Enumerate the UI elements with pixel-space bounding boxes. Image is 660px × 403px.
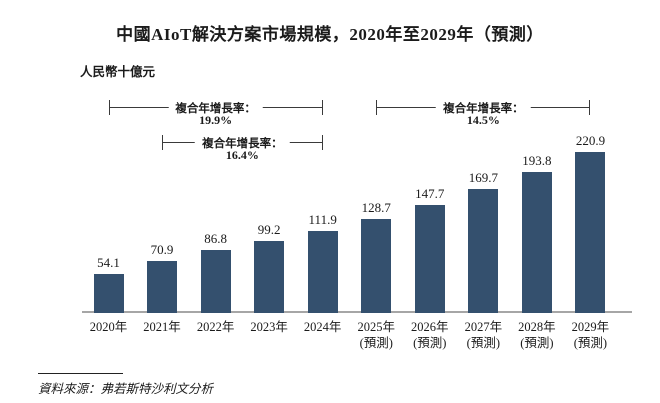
- bar-value-label: 111.9: [308, 212, 337, 227]
- x-tick-label: 2024年: [303, 320, 342, 334]
- x-tick-label: 2020年: [89, 320, 128, 334]
- source-note: 資料來源：弗若斯特沙利文分析: [38, 382, 214, 396]
- bar: [414, 205, 445, 313]
- x-tick-label: 2021年: [143, 320, 181, 334]
- x-tick-label: 2025年 (預測): [357, 320, 395, 351]
- cagr-label: 複合年增長率：: [168, 99, 263, 116]
- bar-value-label: 99.2: [257, 222, 281, 237]
- bracket-tick: [589, 100, 591, 115]
- bar: [521, 172, 552, 313]
- bar-value-label: 54.1: [97, 255, 120, 270]
- cagr-label: 複合年增長率：: [436, 99, 531, 116]
- cagr-bracket: 複合年增長率： 14.5%: [376, 99, 591, 127]
- bracket-tick: [321, 100, 323, 115]
- x-tick-label: 2027年 (預測): [464, 320, 503, 351]
- cagr-bracket: 複合年增長率： 19.9%: [108, 99, 323, 127]
- cagr-label: 複合年增長率：: [195, 134, 290, 151]
- bar-value-label: 86.8: [204, 231, 227, 246]
- cagr-bracket: 複合年增長率： 16.4%: [162, 134, 323, 162]
- bar-value-label: 193.8: [522, 153, 552, 168]
- cagr-value: 16.4%: [225, 148, 259, 162]
- bracket-tick: [108, 100, 110, 115]
- bar-value-label: 70.9: [150, 242, 174, 257]
- x-tick-label: 2023年: [250, 320, 288, 334]
- bracket-tick: [162, 135, 164, 150]
- cagr-value: 19.9%: [199, 113, 233, 127]
- bar: [200, 250, 231, 313]
- source-divider: [38, 373, 123, 374]
- bar-value-label: 169.7: [468, 170, 498, 185]
- bar: [575, 152, 606, 313]
- x-tick-label: 2028年 (預測): [518, 320, 556, 351]
- bar-value-label: 128.7: [361, 200, 391, 215]
- unit-label: 人民幣十億元: [80, 65, 156, 79]
- bar: [254, 241, 285, 313]
- bracket-tick: [321, 135, 323, 150]
- bar: [147, 261, 178, 313]
- bar: [468, 189, 499, 313]
- bar: [307, 231, 338, 313]
- bar-value-label: 220.9: [575, 133, 606, 148]
- bracket-tick: [376, 100, 378, 115]
- bar: [361, 219, 392, 313]
- chart-title: 中國AIoT解決方案市場規模，2020年至2029年（預測）: [116, 25, 544, 44]
- cagr-value: 14.5%: [466, 113, 500, 127]
- bar-value-label: 147.7: [415, 186, 445, 201]
- bar: [93, 274, 124, 313]
- x-tick-label: 2022年: [196, 320, 235, 334]
- x-axis-line: [82, 311, 632, 313]
- x-tick-label: 2029年 (預測): [571, 320, 610, 351]
- x-tick-label: 2026年 (預測): [411, 320, 449, 351]
